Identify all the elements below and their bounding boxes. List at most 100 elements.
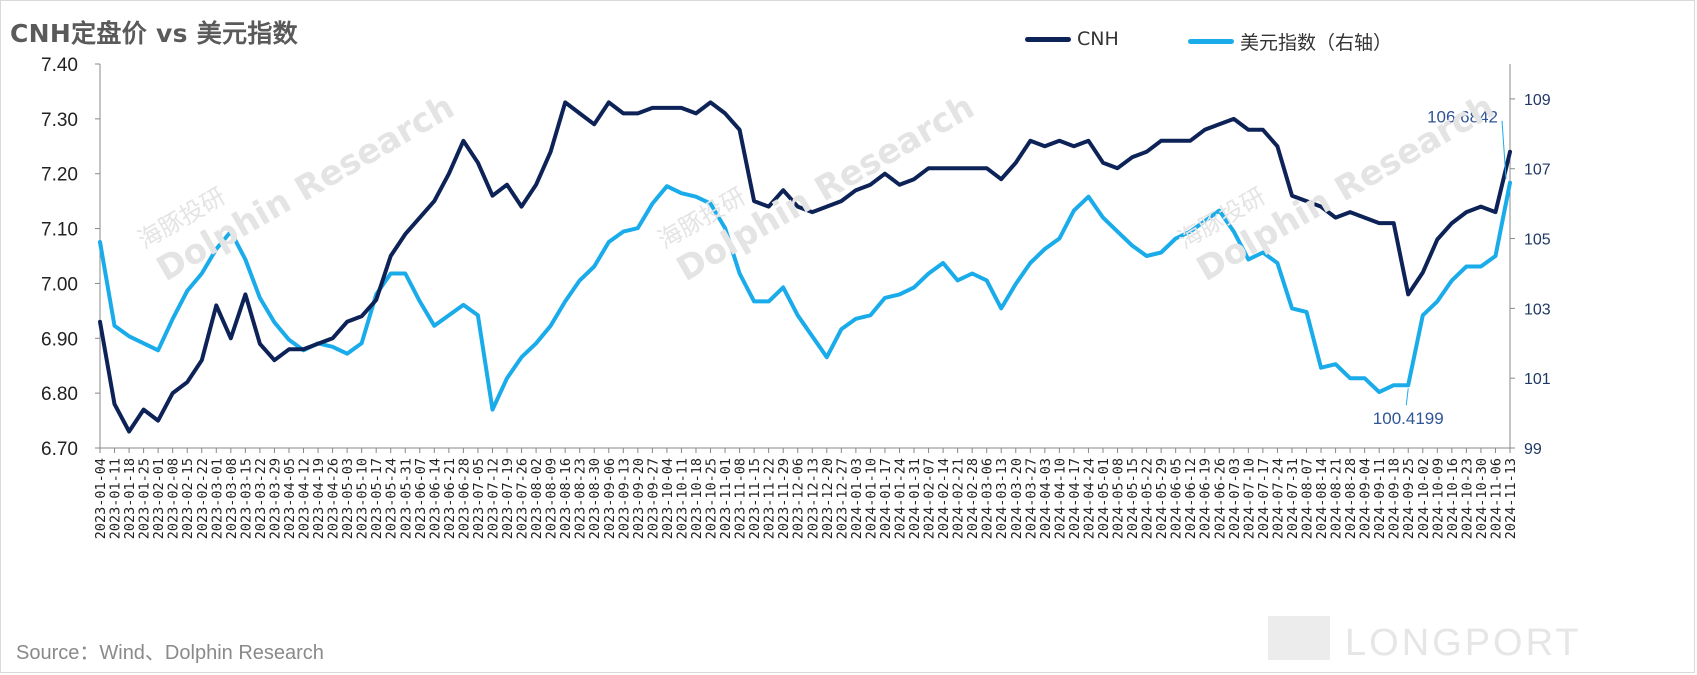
y-right-tick-label: 107 — [1524, 162, 1551, 179]
x-tick-label: 2024-10-02 — [1416, 458, 1432, 539]
x-tick-label: 2023-02-22 — [195, 458, 211, 539]
x-tick-label: 2023-04-05 — [282, 458, 298, 539]
x-tick-label: 2024-04-10 — [1052, 458, 1068, 539]
brand-logo-icon — [1268, 616, 1330, 660]
x-tick-label: 2024-03-27 — [1023, 458, 1039, 539]
x-tick-label: 2024-10-23 — [1459, 458, 1475, 539]
chart-title: CNH定盘价 vs 美元指数 — [10, 19, 298, 48]
x-tick-label: 2023-09-13 — [616, 458, 632, 539]
x-tick-label: 2023-08-16 — [558, 458, 574, 539]
y-right-tick-label: 99 — [1524, 441, 1542, 458]
x-tick-label: 2023-01-04 — [93, 458, 109, 539]
x-tick-label: 2023-03-08 — [224, 458, 240, 539]
x-tick-label: 2024-05-15 — [1125, 458, 1141, 539]
x-tick-label: 2023-08-09 — [544, 458, 560, 539]
x-tick-label: 2024-08-14 — [1314, 458, 1330, 539]
legend-swatch-cnh — [1025, 36, 1071, 42]
legend-label-dxy: 美元指数（右轴） — [1240, 32, 1393, 54]
x-tick-label: 2024-06-26 — [1212, 458, 1228, 539]
x-tick-label: 2023-02-15 — [180, 458, 196, 539]
x-tick-label: 2023-03-15 — [238, 458, 254, 539]
x-tick-label: 2024-01-10 — [863, 458, 879, 539]
y-left-tick-label: 7.10 — [41, 220, 78, 241]
x-tick-label: 2023-02-08 — [166, 458, 182, 539]
annotation-leader-line — [1405, 388, 1409, 406]
x-tick-label: 2024-08-21 — [1329, 458, 1345, 539]
x-tick-label: 2023-08-02 — [529, 458, 545, 539]
x-tick-label: 2024-11-06 — [1488, 458, 1504, 539]
x-tick-label: 2023-11-08 — [733, 458, 749, 539]
x-tick-label: 2024-08-07 — [1299, 458, 1315, 539]
x-tick-label: 2023-01-25 — [137, 458, 153, 539]
x-tick-label: 2023-10-18 — [689, 458, 705, 539]
x-tick-label: 2023-01-18 — [122, 458, 138, 539]
x-tick-label: 2023-10-04 — [660, 458, 676, 539]
x-tick-label: 2024-04-24 — [1081, 458, 1097, 539]
x-tick-label: 2024-10-16 — [1445, 458, 1461, 539]
x-tick-label: 2023-05-03 — [340, 458, 356, 539]
x-tick-label: 2024-07-10 — [1241, 458, 1257, 539]
y-left-tick-label: 6.70 — [41, 439, 78, 460]
x-tick-label: 2023-07-05 — [471, 458, 487, 539]
x-tick-label: 2024-07-17 — [1256, 458, 1272, 539]
series-line-cnh — [98, 100, 1512, 434]
x-tick-label: 2023-03-22 — [253, 458, 269, 539]
x-tick-label: 2024-07-03 — [1227, 458, 1243, 539]
x-tick-label: 2023-05-31 — [398, 458, 414, 539]
legend-item-cnh: CNH — [1025, 28, 1119, 50]
x-tick-label: 2023-04-12 — [297, 458, 313, 539]
x-tick-label: 2024-04-17 — [1067, 458, 1083, 539]
x-tick-label: 2023-12-06 — [791, 458, 807, 539]
x-tick-label: 2023-02-01 — [151, 458, 167, 539]
x-tick-label: 2024-03-06 — [980, 458, 996, 539]
x-tick-label: 2023-03-01 — [209, 458, 225, 539]
brand-watermark: LONGPORT — [1345, 622, 1582, 664]
x-tick-label: 2023-12-27 — [834, 458, 850, 539]
x-tick-label: 2024-02-14 — [936, 458, 952, 539]
y-right-tick-label: 105 — [1524, 232, 1551, 249]
x-tick-label: 2023-03-29 — [267, 458, 283, 539]
x-tick-label: 2023-09-20 — [631, 458, 647, 539]
annotation-leader-line — [1501, 120, 1507, 179]
x-tick-label: 2024-07-31 — [1285, 458, 1301, 539]
x-tick-label: 2024-11-13 — [1503, 458, 1519, 539]
x-tick-label: 2024-01-24 — [892, 458, 908, 539]
x-tick-label: 2023-04-26 — [326, 458, 342, 539]
y-left-tick-label: 7.40 — [41, 55, 78, 76]
x-tick-label: 2023-06-14 — [427, 458, 443, 539]
x-tick-label: 2023-10-25 — [704, 458, 720, 539]
x-tick-label: 2023-07-19 — [500, 458, 516, 539]
x-tick-label: 2023-11-22 — [762, 458, 778, 539]
x-tick-label: 2024-01-31 — [907, 458, 923, 539]
legend-swatch-dxy — [1188, 39, 1234, 44]
y-left-tick-label: 6.90 — [41, 329, 78, 350]
x-tick-label: 2024-05-29 — [1154, 458, 1170, 539]
x-tick-label: 2023-07-12 — [485, 458, 501, 539]
x-tick-label: 2023-07-26 — [515, 458, 531, 539]
x-tick-label: 2024-08-28 — [1343, 458, 1359, 539]
x-tick-label: 2024-09-04 — [1358, 458, 1374, 539]
x-tick-label: 2023-05-17 — [369, 458, 385, 539]
x-tick-label: 2024-05-22 — [1140, 458, 1156, 539]
x-tick-label: 2024-07-24 — [1270, 458, 1286, 539]
x-tick-label: 2024-10-30 — [1474, 458, 1490, 539]
legend-item-dxy: 美元指数（右轴） — [1188, 28, 1392, 55]
x-tick-label: 2023-10-11 — [674, 458, 690, 539]
y-right-tick-label: 101 — [1524, 371, 1551, 388]
x-tick-label: 2024-06-05 — [1169, 458, 1185, 539]
y-left-tick-label: 7.30 — [41, 110, 78, 131]
x-tick-label: 2024-02-21 — [951, 458, 967, 539]
x-tick-label: 2023-08-30 — [587, 458, 603, 539]
x-tick-label: 2023-05-10 — [355, 458, 371, 539]
x-tick-label: 2023-06-07 — [413, 458, 429, 539]
y-left-tick-label: 7.20 — [41, 165, 78, 186]
x-tick-label: 2024-09-25 — [1401, 458, 1417, 539]
x-tick-label: 2023-01-11 — [108, 458, 124, 539]
x-tick-label: 2024-09-18 — [1387, 458, 1403, 539]
x-tick-label: 2024-02-28 — [965, 458, 981, 539]
y-left-tick-label: 7.00 — [41, 274, 78, 295]
x-tick-label: 2024-06-19 — [1198, 458, 1214, 539]
x-tick-label: 2024-01-17 — [878, 458, 894, 539]
